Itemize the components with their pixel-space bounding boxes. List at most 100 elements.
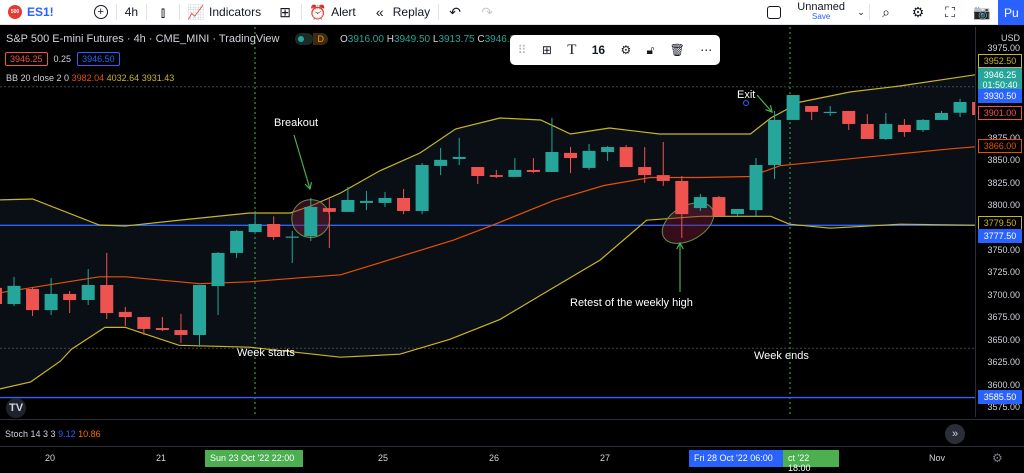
retest-arrow-head [676, 241, 684, 250]
low-value: 3913.75 [438, 33, 475, 45]
square-icon [767, 5, 782, 19]
price-tick: 3625.00 [987, 357, 1020, 368]
bb-lower-line [0, 215, 975, 390]
candle-body [434, 159, 448, 166]
crosshair-time-marker: Fri 28 Oct '22 06:00 [689, 450, 783, 467]
price-label: 3930.50 [978, 89, 1022, 103]
price-tick: 3600.00 [987, 379, 1020, 390]
candle-body [452, 156, 466, 159]
price-axis[interactable]: USD 3975.00 3875.00 3850.00 3825.00 3800.00 3… [975, 27, 1024, 417]
redo-icon: ↷ [481, 3, 493, 20]
week-ends-label[interactable]: Week ends [754, 350, 809, 362]
undo-button[interactable]: ↶ [439, 0, 471, 25]
candle-body [860, 123, 874, 139]
search-button[interactable]: ⌕ [870, 0, 902, 25]
drag-handle-icon[interactable]: ⠿ [517, 43, 527, 57]
bollinger-legend[interactable]: BB 20 close 2 0 3982.04 4032.64 3931.43 [6, 73, 174, 83]
ohlc-values: O3916.00 H3949.50 L3913.75 C3946.25 +3 [340, 34, 535, 45]
divider [438, 4, 440, 20]
divider [869, 4, 870, 20]
replay-label: Replay [392, 5, 431, 19]
bb-basis-value: 3982.04 [71, 73, 105, 83]
trash-icon[interactable]: 🗑︎ [669, 43, 685, 57]
axis-settings-icon[interactable]: ⚙ [992, 451, 1003, 465]
candle-body [415, 165, 429, 211]
layout-select-button[interactable] [759, 0, 789, 25]
candle-body [359, 200, 373, 203]
settings-gear-icon[interactable]: ⚙ [620, 43, 632, 57]
tradingview-logo[interactable]: TV [6, 398, 26, 418]
exit-arrow-head [765, 105, 773, 113]
candle-body [768, 119, 782, 166]
breakout-label[interactable]: Breakout [274, 117, 319, 129]
candle-body [823, 111, 837, 114]
compare-button[interactable]: + [86, 0, 116, 25]
candle-body [7, 285, 21, 305]
alert-button[interactable]: ⏰ Alert [302, 0, 364, 25]
price-label: 3901.00 [978, 106, 1022, 120]
candle-body [100, 284, 114, 314]
chart-pane[interactable] [0, 27, 975, 417]
currency-select[interactable]: USD [1000, 33, 1020, 43]
week-starts-label[interactable]: Week starts [237, 347, 295, 359]
week-end-time-marker: ct '22 18:00 [783, 450, 839, 473]
market-status-icon [295, 33, 314, 45]
sell-price-button[interactable]: 3946.25 [5, 52, 48, 66]
templates-icon[interactable]: ⊞ [541, 43, 552, 57]
symbol-search[interactable]: 500 ES1! [0, 0, 62, 25]
high-value: 3949.50 [393, 33, 431, 45]
candle-body [267, 223, 281, 237]
settings-button[interactable]: ⚙ [902, 0, 934, 25]
divider [146, 4, 148, 20]
chevron-down-icon[interactable]: ⌄ [857, 6, 865, 17]
candle-body [935, 112, 948, 120]
alarm-icon: ⏰ [309, 3, 327, 20]
price-chart[interactable] [0, 27, 975, 417]
indicators-button[interactable]: 📈 Indicators [180, 0, 269, 25]
retest-label[interactable]: Retest of the weekly high [570, 297, 693, 309]
legend-title: S&P 500 E-mini Futures · 4h · CME_MINI ·… [6, 33, 280, 45]
templates-button[interactable]: ⊞ [269, 0, 301, 25]
scroll-to-realtime-button[interactable]: » [945, 424, 965, 444]
close-label: C [477, 33, 485, 45]
fullscreen-button[interactable]: ⛶ [934, 0, 966, 25]
candle-body [193, 284, 206, 335]
last-price: 3946.25 [983, 70, 1017, 80]
text-color-icon[interactable]: T [567, 41, 577, 58]
interval-button[interactable]: 4h [117, 0, 146, 25]
exit-arrow [756, 94, 773, 113]
symbol-legend: S&P 500 E-mini Futures · 4h · CME_MINI ·… [6, 33, 535, 45]
price-label: 3952.50 [978, 54, 1022, 68]
more-icon[interactable]: ⋯ [700, 43, 713, 57]
replay-button[interactable]: « Replay [364, 0, 438, 25]
publish-button[interactable]: Pu [998, 0, 1024, 25]
undo-icon: ↶ [449, 3, 461, 20]
save-label: Save [812, 12, 831, 21]
open-label: O [339, 33, 348, 45]
top-toolbar: 500 ES1! + 4h ⫾ 📈 Indicators ⊞ ⏰ Alert « Re… [0, 0, 1024, 25]
redo-button[interactable]: ↷ [471, 0, 503, 25]
buy-price-button[interactable]: 3946.50 [77, 52, 120, 66]
delayed-badge: D [313, 33, 328, 45]
price-tick: 3825.00 [987, 177, 1020, 188]
candle-body [842, 110, 856, 124]
stochastic-pane[interactable]: Stoch 14 3 3 9.12 10.86 [0, 419, 1024, 447]
close-value: 3946.25 [484, 33, 521, 45]
time-axis[interactable]: 20 21 25 26 27 Nov Sun 23 Oct '22 22:00 … [0, 448, 1024, 473]
search-icon: ⌕ [882, 3, 890, 20]
snapshot-button[interactable]: 📷 [966, 0, 998, 25]
candle-body [693, 197, 707, 209]
candle-body [285, 236, 299, 238]
candle-body [81, 284, 95, 301]
chart-type-button[interactable]: ⫾ [147, 0, 179, 25]
font-size-button[interactable]: 16 [591, 43, 606, 57]
exit-label[interactable]: Exit [737, 89, 756, 101]
candle-body [638, 167, 652, 176]
layout-name-button[interactable]: Unnamed Save [789, 0, 853, 25]
candle-body [749, 165, 763, 211]
unlock-icon[interactable]: 🔓︎ [646, 42, 655, 57]
bb-upper-value: 4032.64 [106, 73, 140, 83]
candle-body [656, 175, 670, 181]
candle-body [526, 169, 540, 172]
price-label: 3779.50 [978, 216, 1022, 230]
